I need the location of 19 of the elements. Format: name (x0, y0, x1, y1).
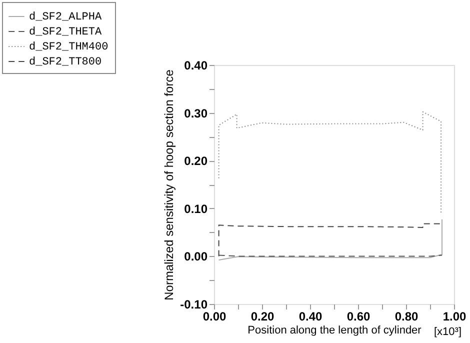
y-tick-label: 0.40 (184, 58, 208, 72)
y-tick-label: 0.00 (184, 250, 208, 264)
y-tick-label: -0.10 (180, 298, 208, 312)
x-tick-label: 0.20 (250, 310, 274, 324)
x-axis-title: Position along the length of cylinder (248, 324, 422, 336)
x-tick-label: 0.00 (202, 310, 226, 324)
legend-label: d_SF2_TT800 (29, 56, 102, 68)
x-tick-label: 1.00 (442, 310, 466, 324)
legend-label: d_SF2_THETA (29, 26, 102, 38)
y-tick-label: 0.30 (184, 106, 208, 120)
text: [x10³] (434, 326, 462, 338)
y-tick-label: 0.20 (184, 154, 208, 168)
y-tick-label: 0.10 (184, 202, 208, 216)
x-tick-label: 0.40 (298, 310, 322, 324)
y-axis-title: Normalized sensitivity of hoop section force (162, 69, 176, 300)
legend-label: d_SF2_THM400 (29, 42, 108, 54)
x-tick-label: 0.60 (346, 310, 370, 324)
legend-label: d_SF2_ALPHA (29, 12, 102, 24)
x-tick-label: 0.80 (394, 310, 418, 324)
